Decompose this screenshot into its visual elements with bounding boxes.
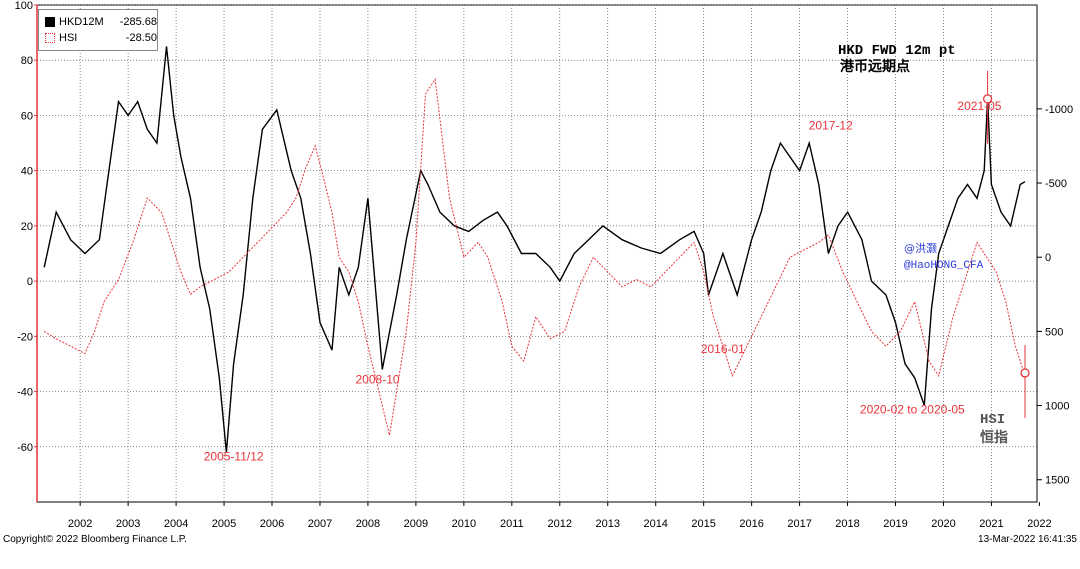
- footer-timestamp: 13-Mar-2022 16:41:35: [978, 534, 1077, 545]
- left-axis-tick-label: 0: [27, 276, 33, 288]
- right-axis-tick-label: 1000: [1045, 401, 1069, 413]
- left-axis-tick-label: 60: [21, 110, 33, 122]
- right-axis-tick-label: -1000: [1045, 104, 1073, 116]
- legend-value-hkd12m: -285.68: [119, 16, 157, 28]
- series-markers: [982, 70, 1030, 418]
- x-axis-tick-label: 2019: [883, 518, 907, 530]
- left-axis-ticks: 100 80 60 40 20 0 -20 -40 -60: [15, 0, 37, 454]
- series-line-hsi: [43, 77, 1026, 436]
- x-axis-tick-label: 2007: [308, 518, 332, 530]
- marker-circle-hkd12m: [982, 94, 993, 104]
- right-axis-tick-label: 1500: [1045, 475, 1069, 487]
- right-axis-note-hsi: HSI: [980, 412, 1005, 428]
- x-axis-tick-label: 2018: [835, 518, 859, 530]
- watermark-line1: @洪灏: [904, 241, 937, 255]
- legend-label-hkd12m: HKD12M: [59, 16, 104, 28]
- annotation-label: 2017-12: [809, 118, 853, 132]
- x-axis-tick-label: 2009: [404, 518, 428, 530]
- left-axis-tick-label: 100: [15, 0, 33, 12]
- annotation-label: 2005-11/12: [204, 450, 264, 464]
- x-axis-tick-label: 2006: [260, 518, 284, 530]
- legend-value-hsi: -28.50: [125, 32, 157, 44]
- x-axis-tick-label: 2015: [691, 518, 715, 530]
- chart-title: HKD FWD 12m pt: [838, 43, 956, 59]
- right-axis-note-hsi-cn: 恒指: [980, 429, 1008, 446]
- legend-label-hsi: HSI: [59, 32, 78, 44]
- x-axis-tick-label: 2017: [787, 518, 811, 530]
- x-axis-tick-label: 2004: [164, 518, 188, 530]
- left-axis-tick-label: 40: [21, 166, 33, 178]
- x-axis-tick-label: 2021: [979, 518, 1003, 530]
- right-axis-ticks: -1000 -500 0 500 1000 1500: [1037, 104, 1073, 487]
- watermark-line2: @HaoHONG_CFA: [904, 260, 984, 272]
- left-axis-tick-label: -20: [17, 331, 33, 343]
- x-axis-tick-label: 2003: [116, 518, 140, 530]
- gridlines: [37, 4, 1037, 502]
- annotation-label: 2021-05: [957, 99, 1001, 113]
- x-axis-tick-label: 2008: [356, 518, 380, 530]
- legend-item-hkd12m: HKD12M -285.68: [45, 15, 157, 29]
- left-axis-tick-label: -40: [17, 387, 33, 399]
- marker-circle-hsi: [1020, 368, 1030, 378]
- x-axis-tick-label: 2020: [931, 518, 955, 530]
- x-axis-tick-label: 2002: [68, 518, 92, 530]
- right-axis-tick-label: 500: [1045, 326, 1063, 338]
- left-axis-tick-label: 80: [21, 55, 33, 67]
- annotations: 2005-11/12 2008-10 2016-01 2017-12 2021-05 20…: [204, 99, 1002, 464]
- x-axis-tick-label: 2016: [739, 518, 763, 530]
- series-lines: [43, 46, 1026, 453]
- x-axis-tick-label: 2011: [500, 518, 524, 530]
- series-line-hkd12m: [43, 46, 1026, 453]
- x-axis-tick-label: 2014: [643, 518, 667, 530]
- x-axis-tick-label: 2010: [452, 518, 476, 530]
- left-axis-tick-label: -60: [17, 442, 33, 454]
- legend-swatch-hsi: [45, 33, 55, 43]
- annotation-label: 2020-02 to 2020-05: [860, 403, 965, 417]
- x-axis-ticks: 2002 2003 2004 2005 2006 2007 2008 2009 2010 2011…: [68, 502, 1052, 530]
- annotation-label: 2016-01: [701, 342, 745, 356]
- legend-swatch-hkd12m: [45, 17, 55, 27]
- x-axis-tick-label: 2013: [596, 518, 620, 530]
- right-axis-tick-label: -500: [1045, 178, 1067, 190]
- x-axis-tick-label: 2005: [212, 518, 236, 530]
- plot-area: [36, 4, 1038, 503]
- chart-subtitle: 港币远期点: [840, 58, 910, 75]
- x-axis-tick-label: 2012: [548, 518, 572, 530]
- footer-copyright: Copyright© 2022 Bloomberg Finance L.P.: [3, 534, 187, 545]
- x-axis-tick-label: 2022: [1027, 518, 1051, 530]
- legend-item-hsi: HSI -28.50: [45, 31, 157, 45]
- right-axis-tick-label: 0: [1045, 252, 1051, 264]
- left-axis-tick-label: 20: [21, 221, 33, 233]
- annotation-label: 2008-10: [356, 372, 400, 386]
- chart-legend: HKD12M -285.68 HSI -28.50: [38, 9, 158, 51]
